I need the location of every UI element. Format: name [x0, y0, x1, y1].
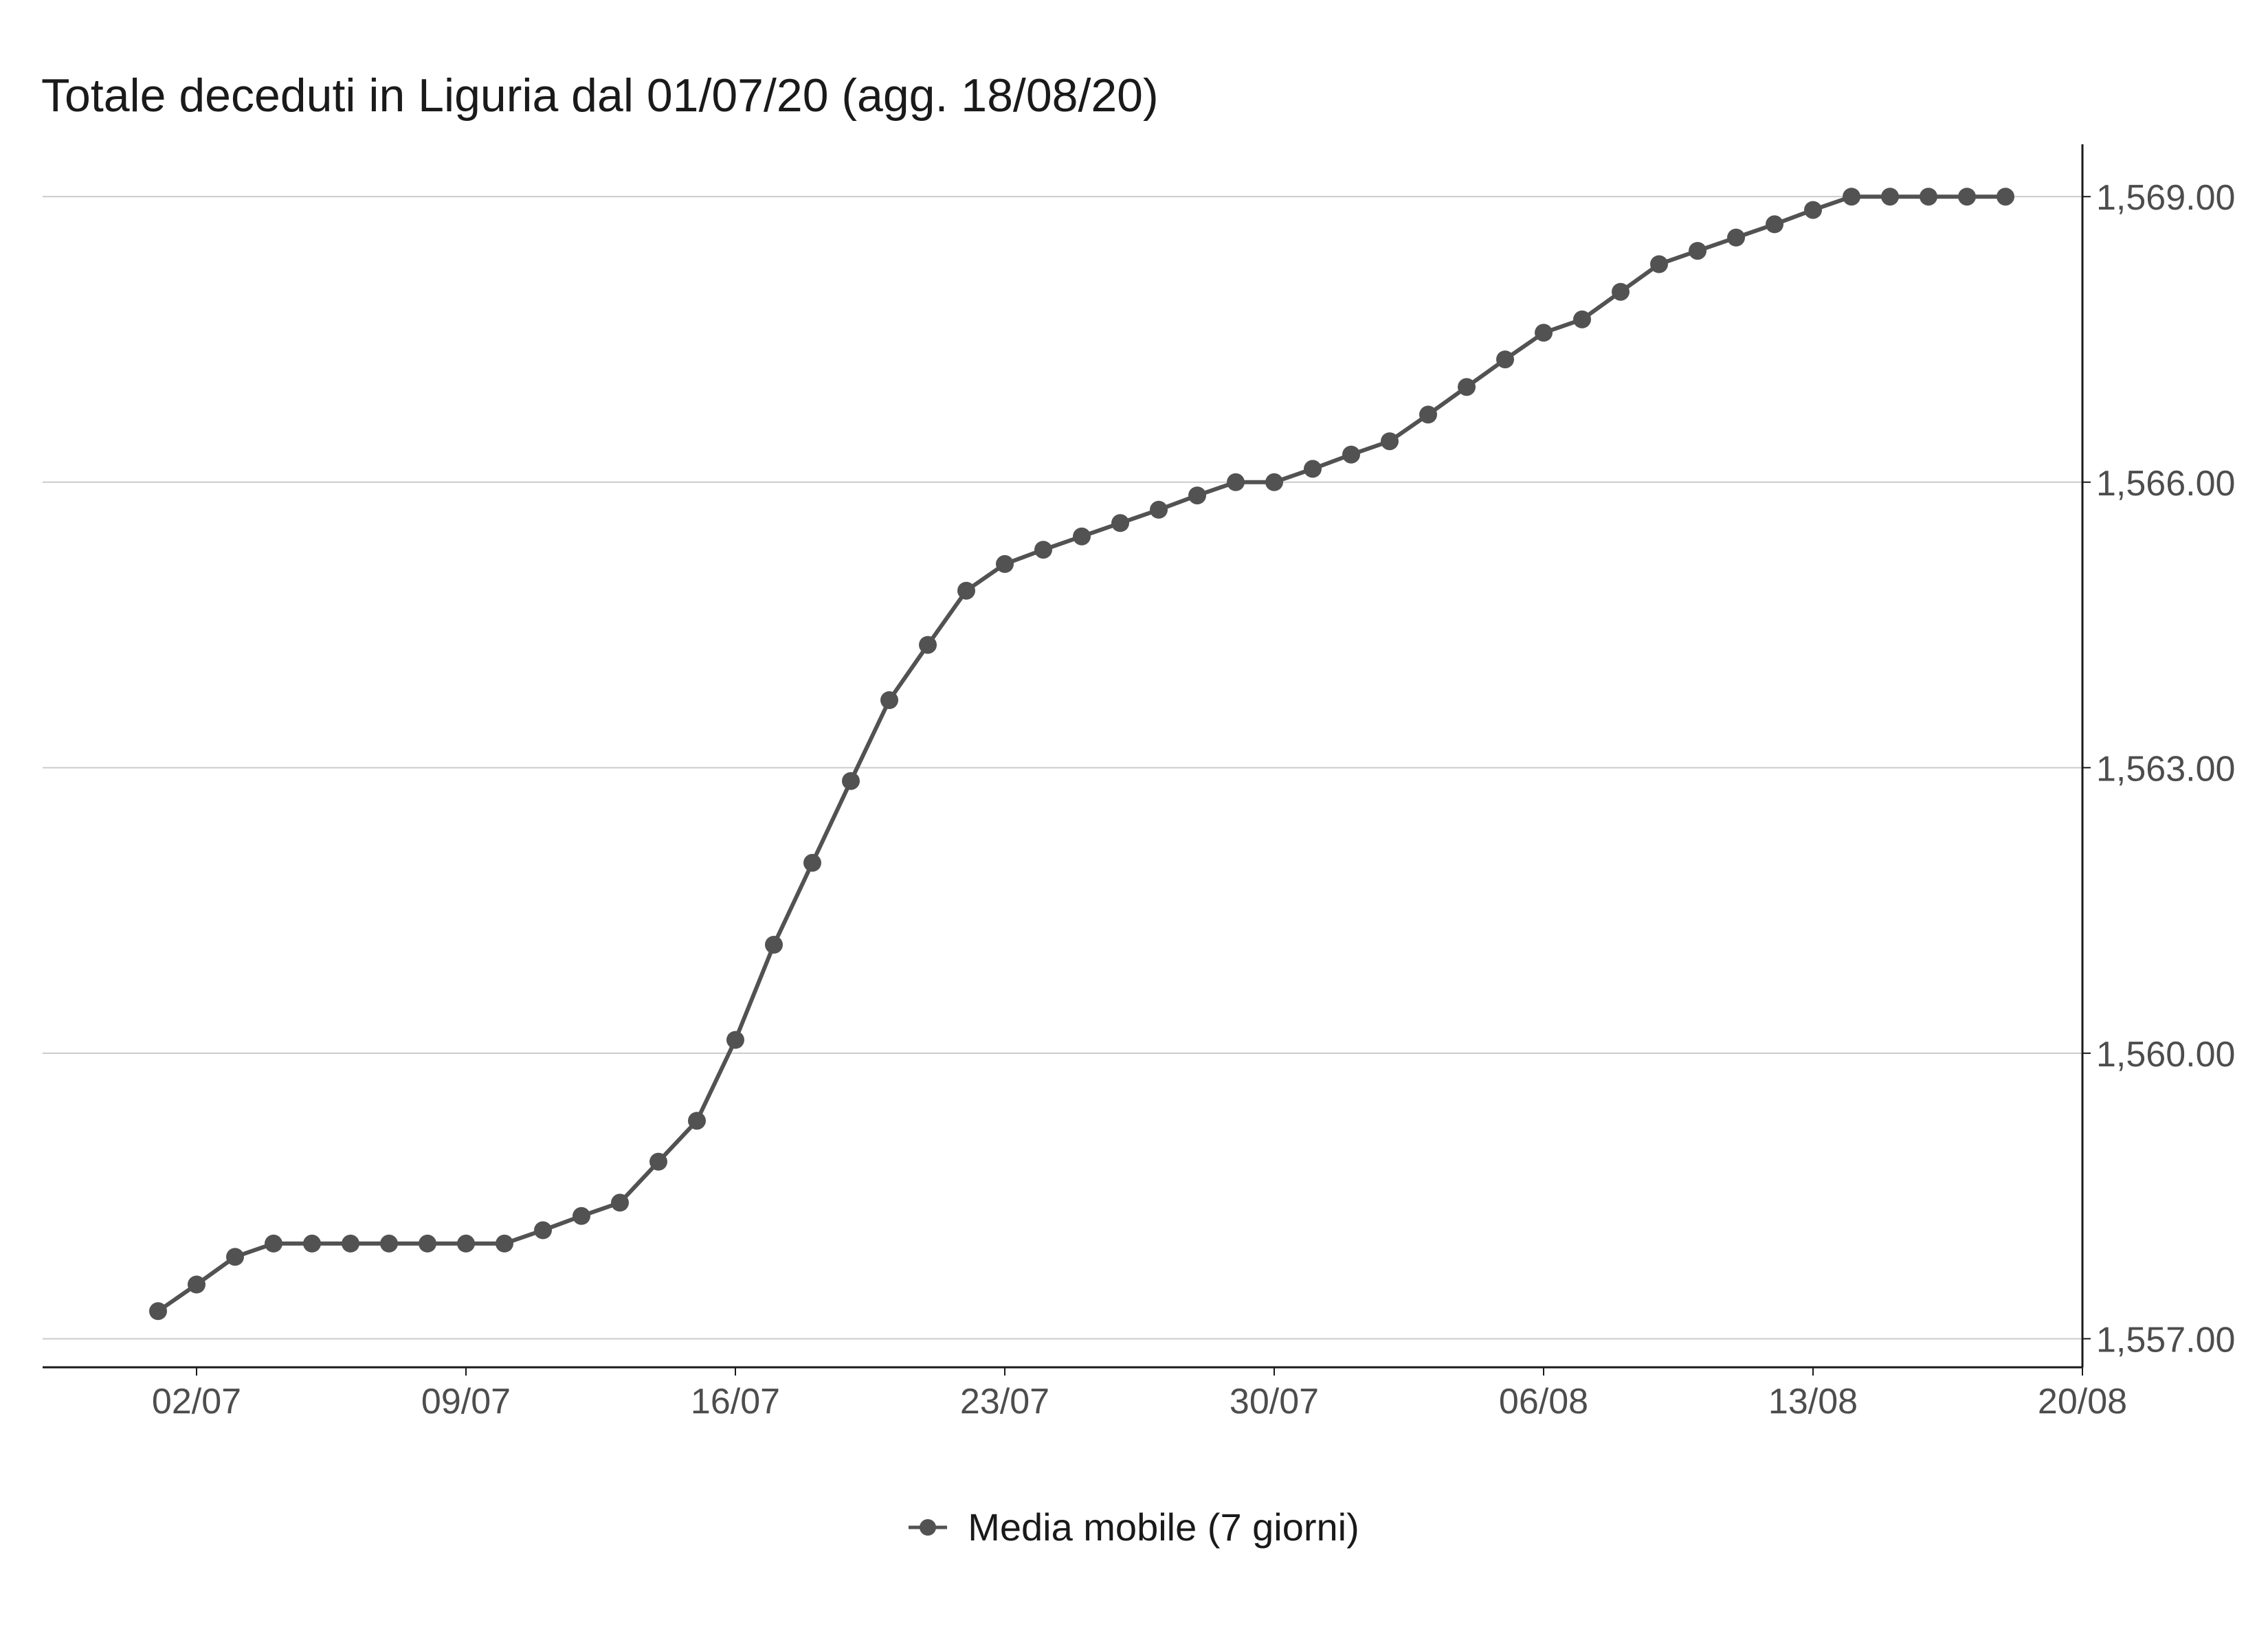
series-layer — [149, 188, 2014, 1321]
x-tick-label: 30/07 — [1230, 1382, 1319, 1422]
data-point — [919, 636, 937, 654]
y-tick-label: 1,569.00 — [2096, 178, 2235, 218]
y-tick-label: 1,557.00 — [2096, 1320, 2235, 1360]
x-tick-label: 23/07 — [960, 1382, 1049, 1422]
data-point — [1612, 282, 1630, 301]
data-point — [765, 936, 783, 954]
data-point — [1265, 473, 1283, 491]
data-point — [572, 1207, 590, 1225]
data-point — [1920, 188, 1937, 206]
data-point — [1650, 255, 1668, 273]
data-point — [226, 1248, 244, 1266]
data-point — [1227, 473, 1245, 491]
data-point — [611, 1193, 629, 1212]
legend: Media mobile (7 giorni) — [0, 1505, 2268, 1549]
x-tick-label: 02/07 — [152, 1382, 241, 1422]
data-point — [1150, 500, 1168, 519]
x-tick-label: 13/08 — [1768, 1382, 1858, 1422]
data-point — [1881, 188, 1899, 206]
y-tick-label: 1,560.00 — [2096, 1035, 2235, 1075]
data-point — [1804, 201, 1822, 219]
series-line — [156, 194, 2008, 1314]
x-tick-label: 06/08 — [1499, 1382, 1588, 1422]
data-point — [496, 1234, 513, 1253]
data-point — [1381, 432, 1399, 451]
data-point — [1689, 242, 1706, 260]
legend-key-icon — [909, 1518, 948, 1536]
data-point — [534, 1221, 552, 1239]
x-tick-label: 16/07 — [691, 1382, 780, 1422]
data-point — [1111, 514, 1129, 532]
chart-title: Totale deceduti in Liguria dal 01/07/20 … — [41, 69, 1159, 122]
data-point — [1573, 310, 1591, 328]
data-point — [457, 1234, 475, 1253]
data-point — [342, 1234, 359, 1253]
x-tick-label: 20/08 — [2038, 1382, 2127, 1422]
data-point — [688, 1112, 706, 1130]
data-point — [1496, 350, 1514, 369]
y-tick-label: 1,563.00 — [2096, 749, 2235, 789]
data-point — [188, 1275, 205, 1294]
data-point — [842, 772, 860, 790]
data-point — [1073, 527, 1091, 546]
data-point — [649, 1152, 667, 1171]
data-point — [1342, 445, 1360, 464]
data-point — [726, 1031, 744, 1049]
data-point — [265, 1234, 282, 1253]
data-point — [1304, 460, 1322, 478]
data-point — [1535, 324, 1553, 342]
data-point — [1997, 188, 2014, 206]
data-point — [957, 581, 975, 600]
data-point — [880, 691, 898, 709]
data-point — [1034, 541, 1052, 559]
data-point — [803, 853, 821, 872]
data-point — [996, 554, 1014, 573]
data-point — [1766, 215, 1783, 234]
data-point — [303, 1234, 321, 1253]
y-tick-label: 1,566.00 — [2096, 464, 2235, 504]
data-point — [419, 1234, 436, 1253]
data-point — [1958, 188, 1976, 206]
data-point — [1458, 378, 1476, 396]
gridlines — [43, 196, 2082, 1340]
data-point — [1843, 188, 1860, 206]
legend-label: Media mobile (7 giorni) — [968, 1505, 1359, 1549]
data-point — [380, 1234, 398, 1253]
x-tick-label: 09/07 — [421, 1382, 511, 1422]
data-point — [149, 1302, 167, 1321]
data-point — [1188, 486, 1206, 505]
data-point — [1727, 228, 1745, 247]
data-point — [1419, 405, 1437, 424]
axes: 1,557.00 1,560.00 1,563.00 1,566.00 1,569.00… — [43, 144, 2235, 1422]
